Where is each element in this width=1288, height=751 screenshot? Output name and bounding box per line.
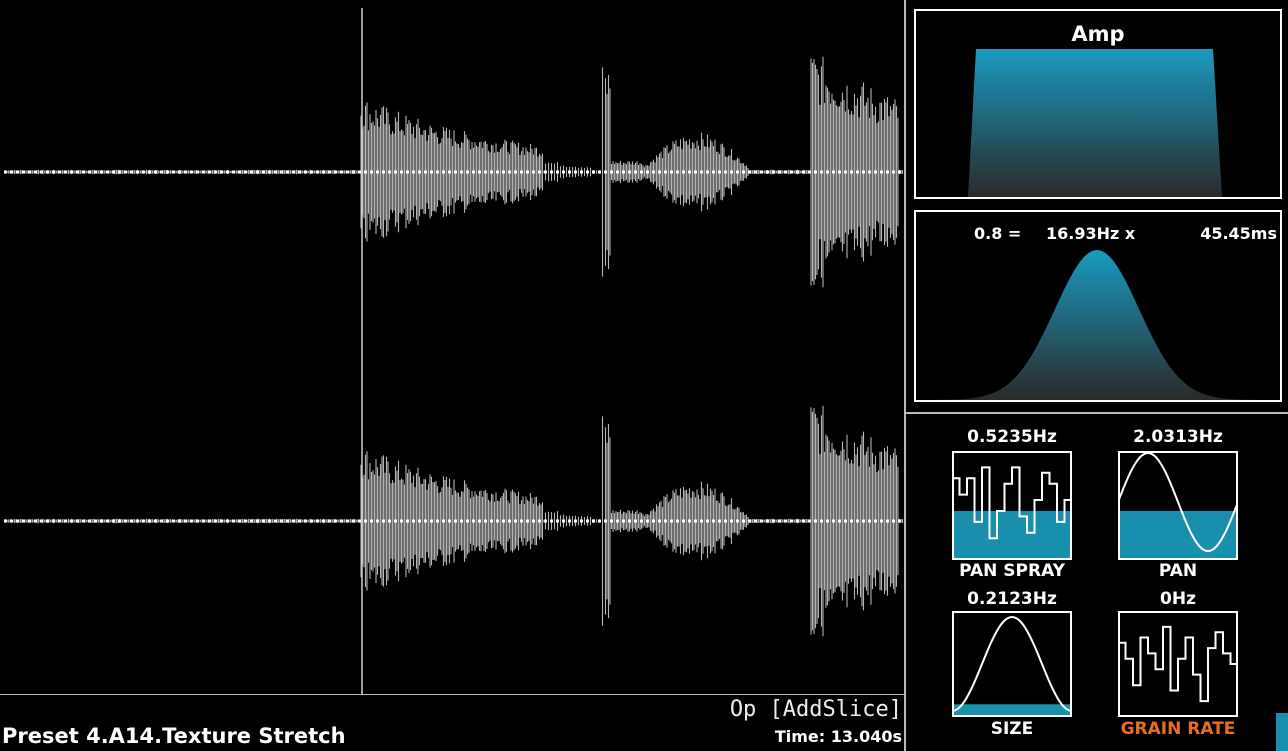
- lfo-shape-graph: [1118, 611, 1238, 717]
- lfo-label: PAN: [1158, 561, 1198, 581]
- modulators-divider: [906, 412, 1288, 414]
- waveform-svg: [3, 8, 904, 694]
- lfo-label: GRAIN RATE: [1120, 719, 1236, 739]
- panel-vertical-divider: [904, 0, 906, 751]
- operation-label: Op [AddSlice]: [729, 697, 902, 722]
- waveform-display[interactable]: [3, 8, 904, 694]
- lfo-grain-rate[interactable]: 0Hz GRAIN RATE: [1114, 588, 1242, 748]
- grain-ratio: 0.8 =: [974, 224, 1022, 243]
- scroll-indicator[interactable]: [1276, 713, 1288, 751]
- grain-duration: 45.45ms: [1200, 224, 1277, 243]
- lfo-pan[interactable]: 2.0313Hz PAN: [1114, 426, 1242, 586]
- lfo-rate: 0.5235Hz: [967, 427, 1057, 447]
- amp-title: Amp: [1071, 22, 1125, 46]
- amp-envelope-graph: [968, 49, 1222, 197]
- lfo-rate: 2.0313Hz: [1133, 427, 1223, 447]
- lfo-shape-graph: [1118, 451, 1238, 560]
- lfo-shape-graph: [952, 611, 1072, 717]
- lfo-size[interactable]: 0.2123Hz SIZE: [948, 588, 1076, 748]
- amp-envelope-panel[interactable]: Amp: [914, 9, 1282, 199]
- grain-window-graph: [916, 250, 1280, 400]
- waveform-bottom-divider: [0, 694, 906, 695]
- lfo-pan-spray[interactable]: 0.5235Hz PAN SPRAY: [948, 426, 1076, 586]
- grain-frequency: 16.93Hz x: [1046, 224, 1136, 243]
- lfo-label: PAN SPRAY: [959, 561, 1065, 581]
- lfo-label: SIZE: [990, 719, 1034, 739]
- lfo-rate: 0.2123Hz: [967, 589, 1057, 609]
- lfo-rate: 0Hz: [1160, 589, 1196, 609]
- time-readout: Time: 13.040s: [774, 727, 902, 746]
- preset-name: Preset 4.A14.Texture Stretch: [2, 724, 346, 748]
- lfo-shape-graph: [952, 451, 1072, 560]
- grain-window-panel[interactable]: 0.8 = 16.93Hz x 45.45ms: [914, 210, 1282, 402]
